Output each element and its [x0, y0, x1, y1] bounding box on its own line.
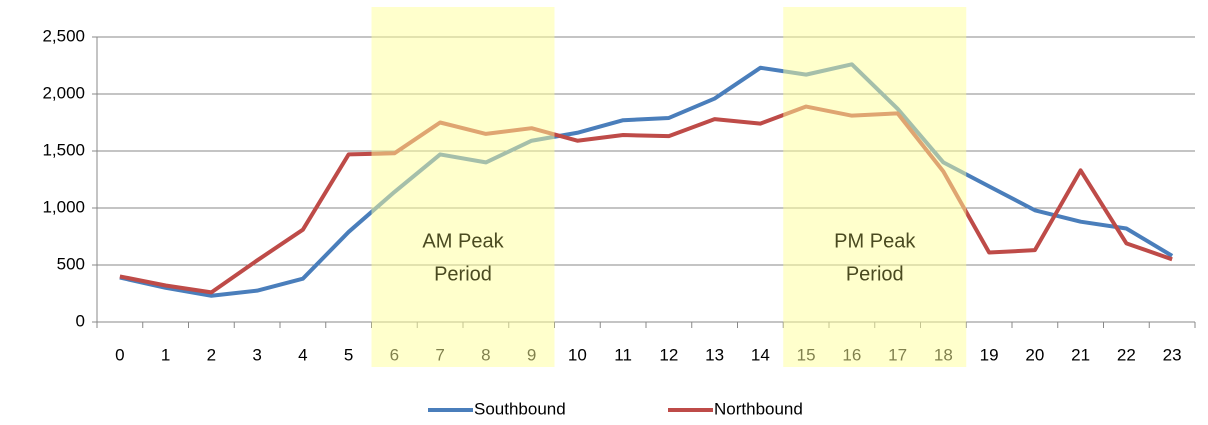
x-tick-label: 13 [705, 345, 724, 364]
x-tick-label: 2 [207, 345, 216, 364]
y-tick-label: 1,500 [42, 140, 85, 159]
x-tick-label: 20 [1025, 345, 1044, 364]
peak-shade [783, 7, 967, 367]
x-tick-label: 19 [980, 345, 999, 364]
x-tick-label: 0 [115, 345, 124, 364]
y-tick-label: 500 [57, 254, 85, 273]
annotation: Period [846, 263, 904, 285]
x-tick-label: 11 [614, 345, 632, 364]
x-tick-label: 10 [568, 345, 587, 364]
annotation: Period [434, 263, 492, 285]
x-tick-label: 5 [344, 345, 353, 364]
annotation: PM Peak [834, 230, 916, 252]
legend-label: Northbound [714, 399, 803, 418]
annotation: AM Peak [422, 230, 504, 252]
peak-shade [371, 7, 555, 367]
y-tick-label: 2,000 [42, 83, 85, 102]
series-line [119, 62, 1174, 298]
x-tick-label: 22 [1117, 345, 1136, 364]
legend-label: Southbound [474, 399, 566, 418]
y-tick-label: 2,500 [42, 26, 85, 45]
y-tick-label: 0 [76, 311, 85, 330]
x-tick-label: 14 [751, 345, 770, 364]
x-tick-label: 21 [1071, 345, 1090, 364]
x-tick-label: 23 [1163, 345, 1182, 364]
x-tick-label: 4 [298, 345, 307, 364]
y-tick-label: 1,000 [42, 197, 85, 216]
x-tick-label: 3 [252, 345, 261, 364]
x-tick-label: 1 [161, 345, 170, 364]
x-tick-label: 12 [659, 345, 678, 364]
series-line [119, 104, 1173, 295]
